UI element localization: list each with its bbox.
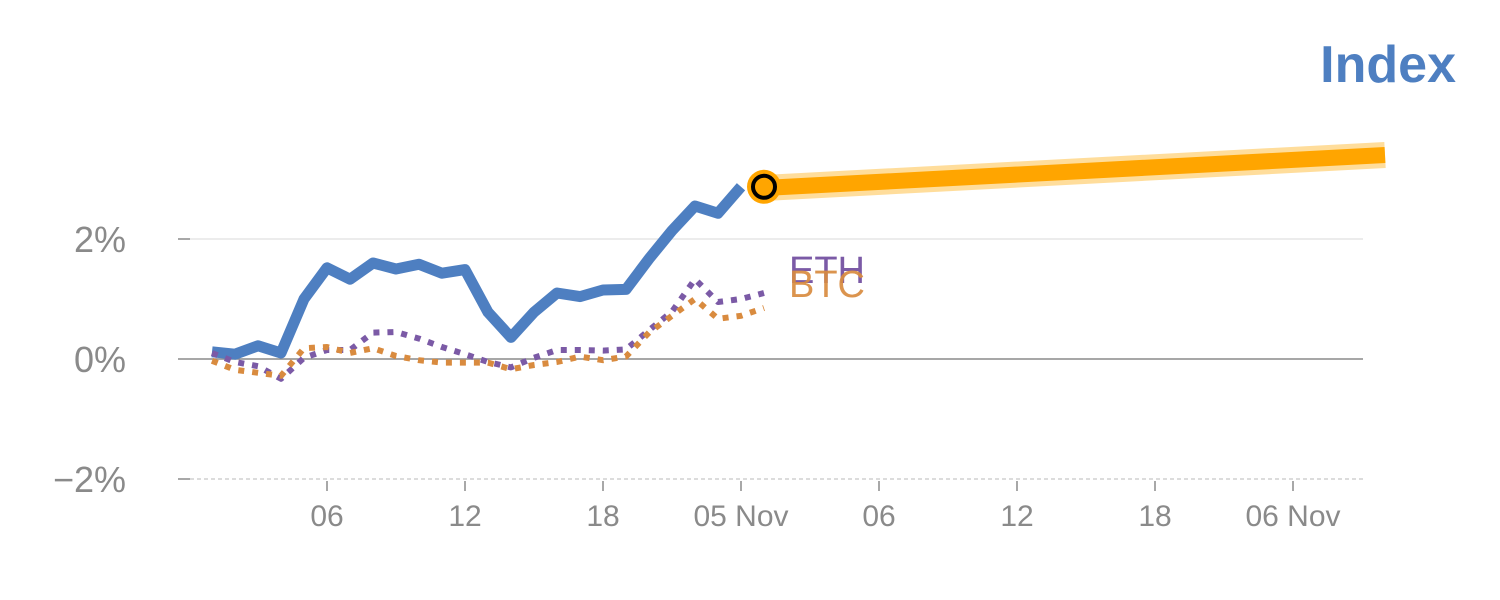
series-layer: [210, 142, 1386, 382]
series-line-btc: [210, 296, 765, 379]
x-tick-label: 12: [448, 500, 481, 533]
series-line-index: [211, 183, 746, 360]
x-tick-label: 05 Nov: [693, 500, 788, 533]
x-tick-label: 06: [310, 500, 343, 533]
chart-title: Index: [1320, 36, 1456, 94]
x-tick-label: 06 Nov: [1245, 500, 1340, 533]
series-label-btc: BTC: [789, 264, 865, 306]
x-tick-label: 06: [862, 500, 895, 533]
y-tick-label: 0%: [74, 339, 126, 380]
current-point-marker: [751, 173, 777, 200]
y-tick-label: 2%: [74, 219, 126, 260]
x-tick-label: 18: [1138, 500, 1171, 533]
axis-layer: 2% 0% −2% 06 12 18 05 Nov 06 12 18 06 Nov: [53, 219, 1341, 533]
projection-line: [763, 147, 1386, 196]
grid-layer: [190, 238, 1363, 480]
x-tick-label: 18: [586, 500, 619, 533]
y-tick-label: −2%: [53, 459, 126, 500]
x-tick-label: 12: [1000, 500, 1033, 533]
series-label-eth: ETH: [789, 250, 865, 292]
